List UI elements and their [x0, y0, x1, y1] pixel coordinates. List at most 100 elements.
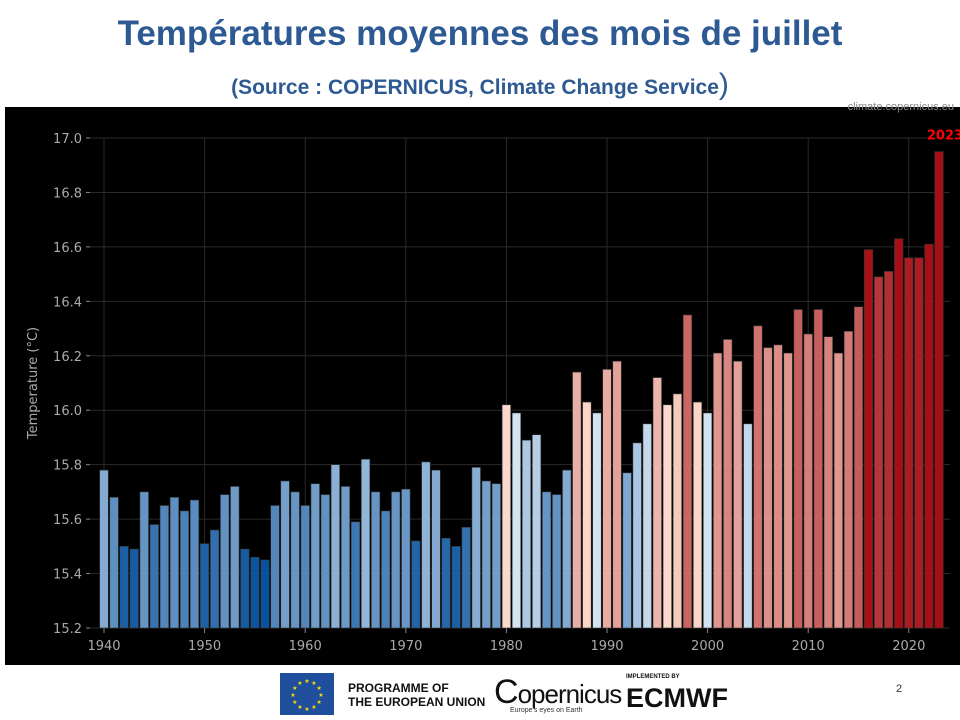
svg-text:★: ★ — [304, 706, 309, 713]
eu-line-2: THE EUROPEAN UNION — [348, 695, 486, 709]
bar-2012 — [823, 336, 833, 629]
bar-2001 — [713, 352, 723, 629]
bar-1964 — [340, 486, 351, 629]
bar-1965 — [350, 521, 361, 629]
site-url: climate.copernicus.eu — [847, 101, 954, 113]
bar-1999 — [692, 401, 703, 629]
chart-panel: climate.copernicus.eu 15.2 15.4 15.6 15.8 16… — [5, 101, 960, 665]
bar-1951 — [210, 529, 220, 629]
bar-2009 — [793, 309, 803, 629]
y-tick-label: 16.8 — [53, 186, 82, 201]
bar-chart: 15.2 15.4 15.6 15.8 16.0 16.2 16.4 16.6 16.8 17.0… — [26, 129, 960, 654]
bar-1966 — [360, 458, 371, 629]
page-title: Températures moyennes des mois de juille… — [117, 14, 843, 53]
svg-text:★: ★ — [292, 699, 297, 706]
bar-1983 — [531, 434, 542, 629]
bar-1956 — [260, 559, 270, 629]
bar-1988 — [582, 401, 592, 629]
bar-1974 — [441, 537, 451, 629]
bar-1981 — [511, 412, 522, 629]
bar-1977 — [471, 467, 481, 629]
bar-1953 — [230, 486, 240, 629]
copernicus-c: C — [494, 673, 519, 711]
svg-text:★: ★ — [318, 692, 323, 699]
bar-1990 — [602, 369, 612, 629]
bar-1970 — [401, 488, 411, 629]
x-tick-label: 1960 — [289, 639, 322, 654]
bar-2019 — [894, 238, 904, 629]
bar-2014 — [843, 330, 854, 629]
bar-2017 — [874, 276, 884, 629]
x-tick-label: 2000 — [691, 639, 724, 654]
bar-1940 — [99, 469, 109, 629]
eu-flag-logo: ★ ★ ★ ★ ★ ★ ★ ★ ★ ★ ★ ★ — [280, 673, 334, 715]
bar-1978 — [481, 480, 491, 629]
bar-1973 — [431, 469, 441, 629]
svg-text:★: ★ — [290, 692, 295, 699]
bar-1997 — [672, 393, 683, 629]
bar-1947 — [169, 497, 180, 629]
copernicus-text: opernicus — [517, 679, 623, 709]
y-tick-label: 16.6 — [53, 241, 82, 256]
svg-text:★: ★ — [297, 704, 302, 711]
annotation-2023: 2023 — [927, 129, 960, 144]
bar-1976 — [461, 526, 471, 629]
bar-1979 — [491, 483, 501, 629]
bar-1961 — [310, 483, 320, 629]
bar-1989 — [592, 412, 602, 629]
bar-2006 — [763, 347, 773, 629]
bar-2015 — [853, 306, 864, 629]
bar-1971 — [411, 540, 421, 629]
bar-1955 — [250, 556, 260, 629]
bar-2008 — [783, 352, 793, 629]
bar-1968 — [381, 510, 391, 629]
bar-2003 — [733, 360, 743, 629]
bar-1948 — [179, 510, 190, 629]
bar-1992 — [622, 472, 632, 629]
bar-1958 — [280, 480, 290, 629]
bar-2022 — [924, 243, 934, 629]
x-tick-label: 1970 — [389, 639, 422, 654]
eu-line-1: PROGRAMME OF — [348, 681, 449, 695]
bar-1969 — [391, 491, 401, 629]
bar-1945 — [149, 524, 159, 629]
bar-1942 — [119, 546, 129, 629]
ecmwf-logo: ECMWF — [626, 683, 728, 713]
bar-2007 — [773, 344, 783, 629]
svg-text:★: ★ — [304, 678, 309, 685]
bar-1952 — [220, 494, 230, 629]
x-tick-label: 1990 — [590, 639, 623, 654]
bar-1982 — [521, 439, 532, 629]
bar-2000 — [702, 412, 713, 629]
svg-text:★: ★ — [292, 685, 297, 692]
footer: ★ ★ ★ ★ ★ ★ ★ ★ ★ ★ ★ ★ PROGRAMME OF THE EUROPEAN UN… — [0, 665, 960, 720]
bar-1985 — [552, 494, 562, 629]
y-tick-label: 15.4 — [53, 568, 82, 583]
eu-stars-icon: ★★★★★★★★★ ★ ★★ — [290, 678, 323, 713]
bar-1954 — [240, 548, 250, 629]
bar-1960 — [300, 505, 310, 629]
bar-2016 — [863, 249, 874, 629]
x-tick-label: 1980 — [490, 639, 523, 654]
implemented-by: IMPLEMENTED BY — [626, 674, 680, 680]
bar-1991 — [612, 360, 622, 629]
y-tick-label: 15.6 — [53, 513, 82, 528]
bar-1949 — [189, 499, 200, 629]
copernicus-tagline: Europe's eyes on Earth — [510, 707, 583, 714]
bar-1950 — [200, 543, 210, 629]
y-tick-label: 16.0 — [53, 404, 82, 419]
bar-1975 — [451, 546, 461, 629]
svg-text:★: ★ — [316, 685, 321, 692]
bar-2020 — [904, 257, 914, 629]
bar-1980 — [501, 404, 512, 629]
bar-1972 — [421, 461, 431, 629]
x-tick-label: 1940 — [87, 639, 120, 654]
bar-1967 — [371, 491, 381, 629]
bar-2021 — [914, 257, 924, 629]
bar-2013 — [833, 352, 843, 629]
bar-2005 — [753, 325, 763, 629]
bar-1986 — [562, 469, 572, 629]
bar-2023 — [934, 151, 944, 629]
bar-1993 — [632, 442, 642, 629]
x-tick-label: 1950 — [188, 639, 221, 654]
